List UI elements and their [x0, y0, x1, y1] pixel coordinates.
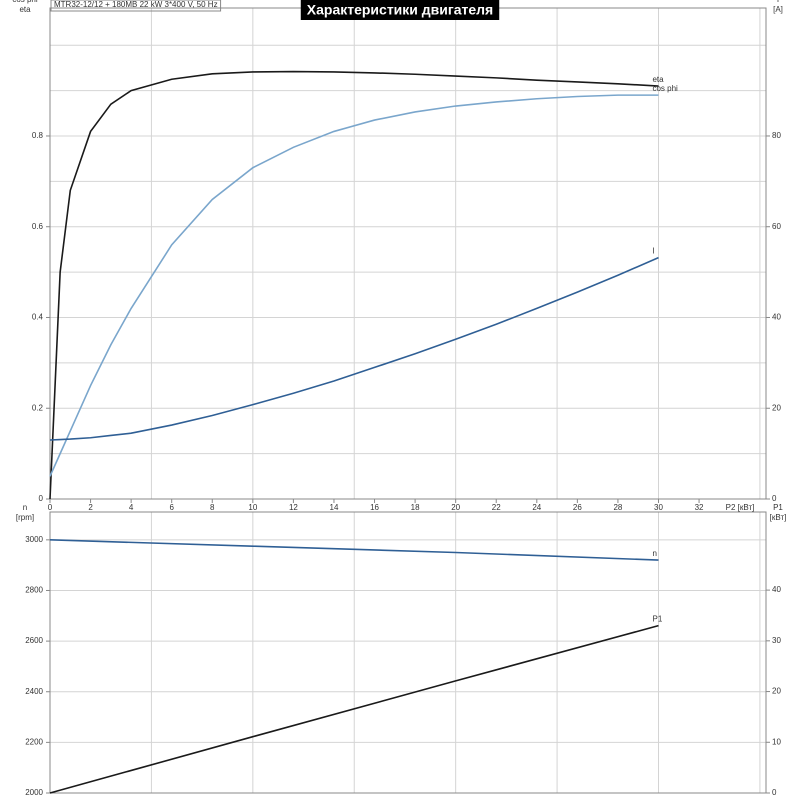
y2-tick-label: 10 [772, 737, 781, 746]
x-tick-label: 16 [370, 503, 379, 512]
y2-axis-label: I [777, 0, 779, 4]
y-tick-label: 0.2 [32, 403, 44, 412]
chart-title: Характеристики двигателя [307, 2, 493, 18]
y-tick-label: 0 [39, 494, 44, 503]
plot-frame [49, 511, 767, 794]
x-tick-label: 24 [532, 503, 541, 512]
series-label: eta [652, 75, 664, 84]
y-axis-label: [rpm] [16, 513, 34, 522]
series-label: n [652, 549, 656, 558]
y-tick-label: 0.8 [32, 131, 44, 140]
x-tick-label: 28 [613, 503, 622, 512]
y2-tick-label: 0 [772, 494, 777, 503]
y-tick-label: 2800 [25, 586, 43, 595]
y-axis-label: cos phi [12, 0, 38, 4]
y-tick-label: 2600 [25, 636, 43, 645]
info-box [50, 0, 222, 12]
x-tick-label: 8 [210, 503, 215, 512]
y-tick-label: 3000 [25, 535, 43, 544]
y-tick-label: 2400 [25, 687, 43, 696]
y2-tick-label: 20 [772, 403, 781, 412]
x-tick-label: 22 [492, 503, 501, 512]
y2-axis-label: P1 [773, 503, 783, 512]
y-axis-label: eta [19, 5, 31, 14]
x-tick-label: 30 [654, 503, 663, 512]
x-tick-label: 2 [88, 503, 93, 512]
y2-tick-label: 0 [772, 788, 777, 797]
x-tick-label: 18 [411, 503, 420, 512]
x-tick-label: 6 [169, 503, 174, 512]
y-tick-label: 2000 [25, 788, 43, 797]
y-tick-label: 0.4 [32, 313, 44, 322]
y2-tick-label: 60 [772, 222, 781, 231]
y2-axis-label: [A] [773, 5, 783, 14]
x-tick-label: 0 [48, 503, 53, 512]
y-tick-label: 2200 [25, 737, 43, 746]
title-group: Характеристики двигателя [300, 0, 500, 20]
series-line [49, 70, 659, 500]
x-tick-label: 4 [129, 503, 134, 512]
y2-tick-label: 40 [772, 585, 781, 594]
info-box-text: MTR32-12/12 + 180MB 22 kW 3*400 V, 50 Hz [54, 0, 218, 9]
x-axis-label: P2 [кВт] [726, 503, 755, 512]
series-label: I [652, 247, 654, 256]
x-tick-label: 14 [330, 503, 339, 512]
series-line [49, 94, 659, 477]
title-bg [300, 0, 500, 20]
y2-tick-label: 20 [772, 687, 781, 696]
x-tick-label: 10 [248, 503, 257, 512]
y2-axis-label: [кВт] [770, 513, 787, 522]
series-line [49, 539, 659, 561]
series-label: P1 [652, 615, 662, 624]
y-axis-label: n [23, 503, 27, 512]
series-label: cos phi [652, 84, 678, 93]
series-line [49, 256, 659, 441]
x-tick-label: 26 [573, 503, 582, 512]
y2-tick-label: 80 [772, 131, 781, 140]
x-tick-label: 32 [695, 503, 704, 512]
x-tick-label: 20 [451, 503, 460, 512]
series-line [49, 624, 659, 794]
y-tick-label: 0.6 [32, 222, 44, 231]
y2-tick-label: 40 [772, 313, 781, 322]
x-tick-label: 12 [289, 503, 298, 512]
y2-tick-label: 30 [772, 636, 781, 645]
